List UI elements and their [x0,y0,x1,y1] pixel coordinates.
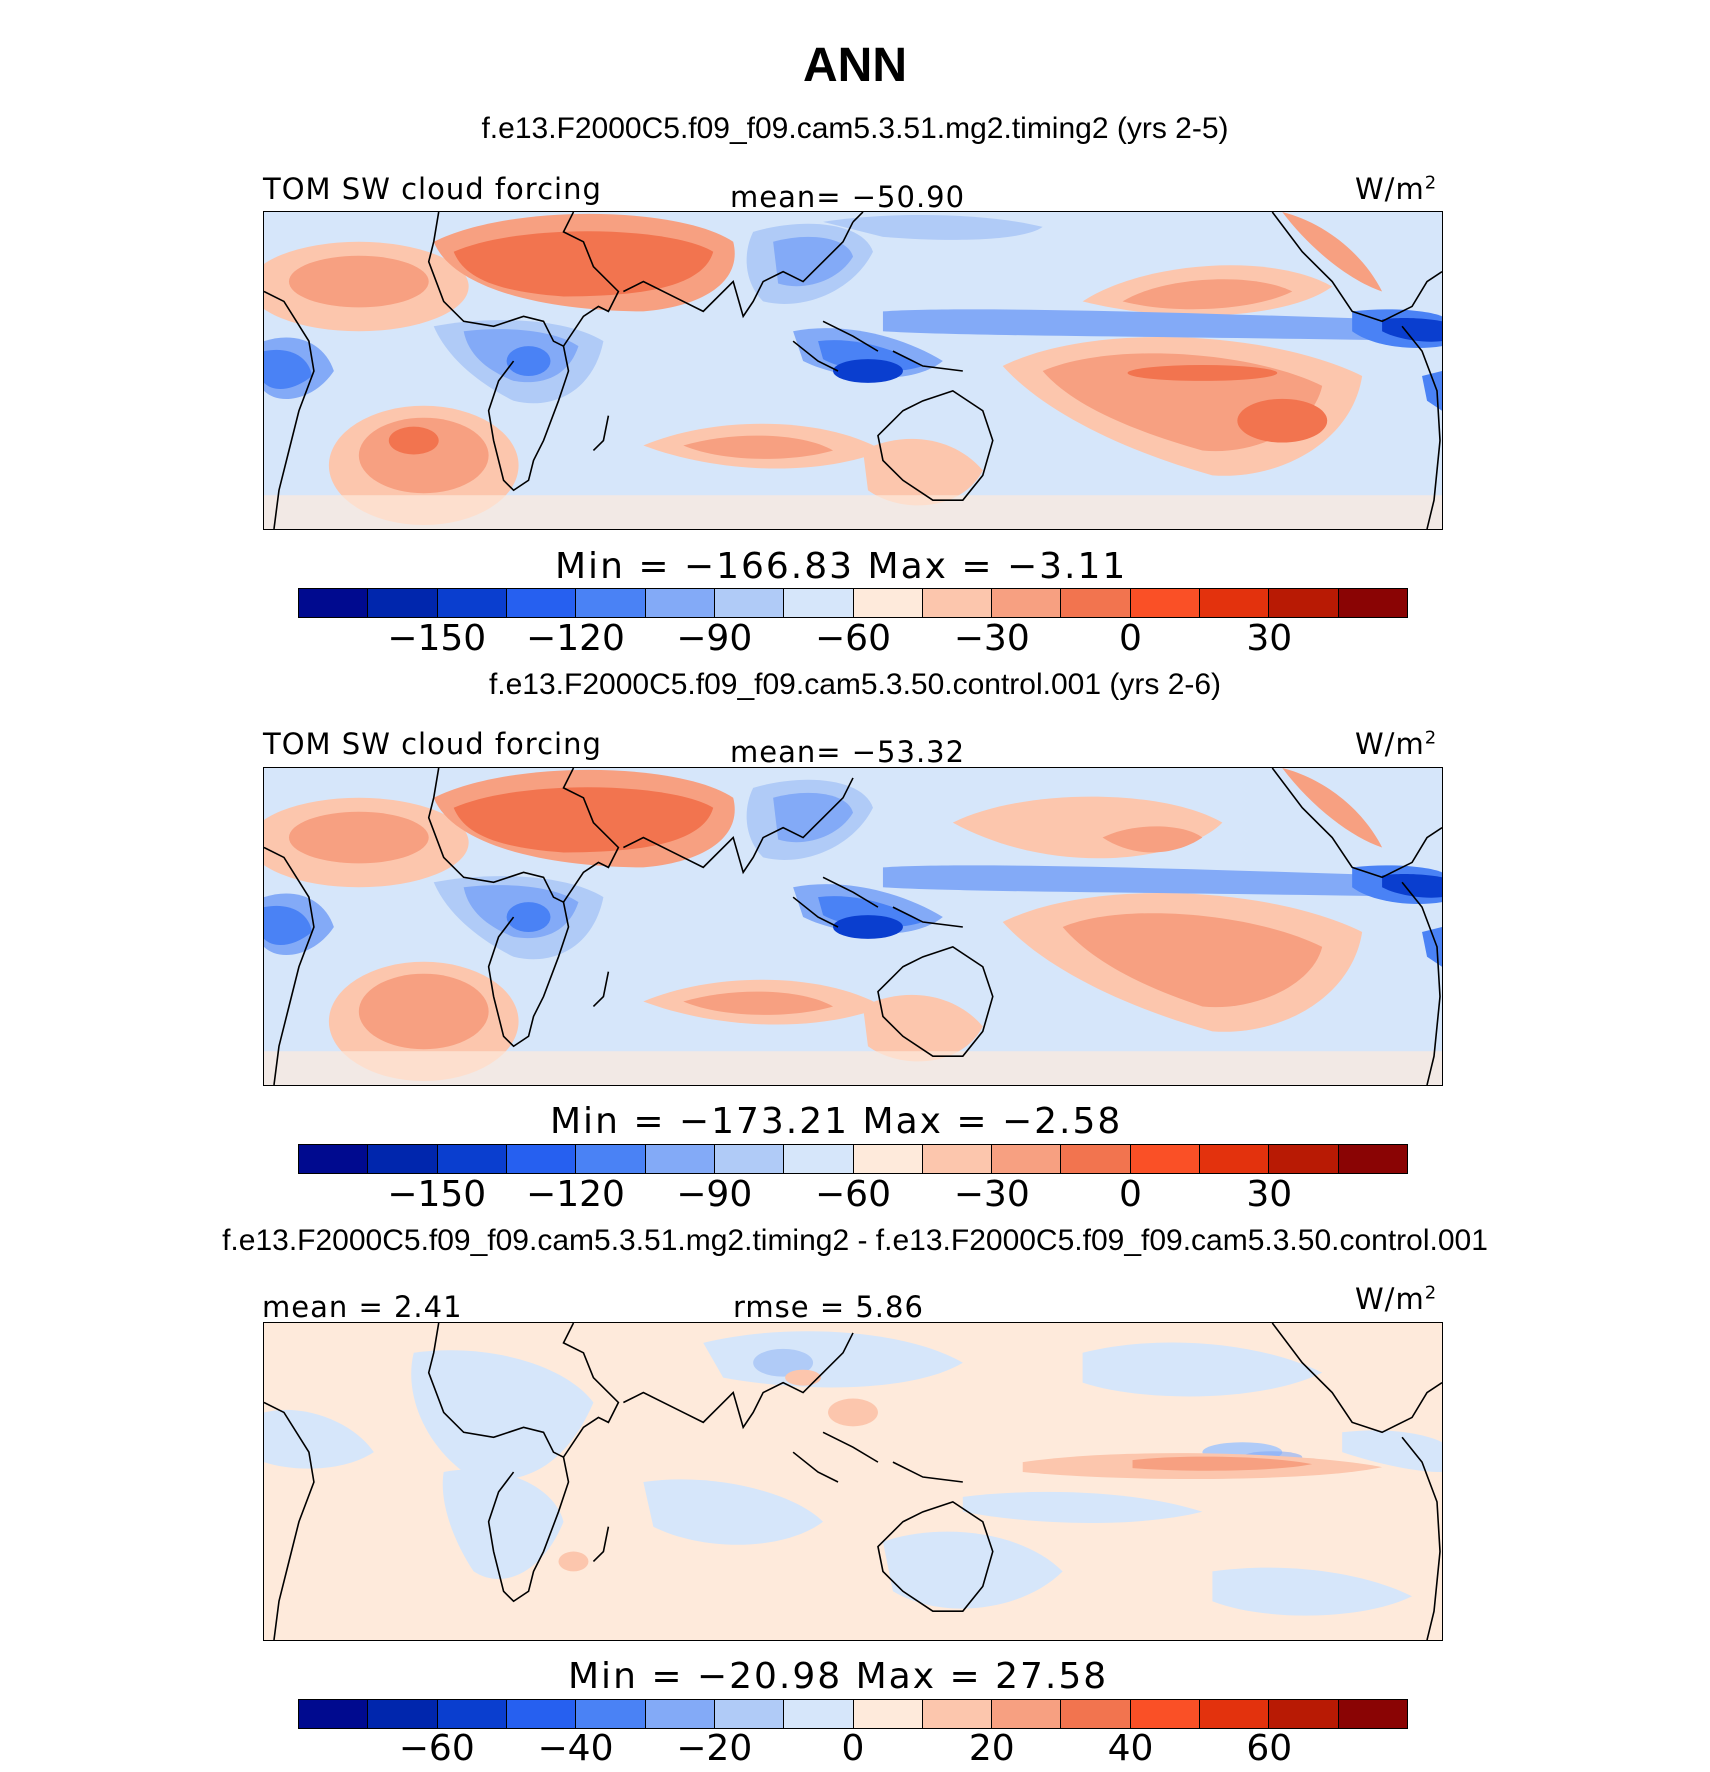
colorbar-swatch [576,1145,646,1173]
panel-2-variable: TOM SW cloud forcing [263,727,602,761]
colorbar-tick-label: 40 [1107,1728,1154,1769]
colorbar-swatch [1338,1700,1407,1728]
colorbar-tick-label: −120 [526,1174,625,1215]
colorbar-swatch [1200,1145,1270,1173]
colorbar-swatch [1130,1700,1201,1728]
colorbar-tick-label: 20 [968,1728,1015,1769]
colorbar-tick-label: −30 [953,618,1030,659]
colorbar-tick-label: −120 [526,618,625,659]
panel-2-case-label: f.e13.F2000C5.f09_f09.cam5.3.50.control.… [488,668,1222,701]
colorbar-swatch [784,1145,854,1173]
panel-1-field [264,212,1442,529]
colorbar-tick-label: −20 [676,1728,753,1769]
colorbar-swatch [992,589,1062,617]
colorbar-swatch [992,1145,1062,1173]
colorbar-tick-label: −60 [815,1174,891,1215]
colorbar-swatch [1200,589,1270,617]
colorbar-swatch [1061,1700,1131,1728]
colorbar-swatch [437,1145,507,1173]
panel-1-mean: mean= −50.90 [730,180,966,214]
colorbar-swatch [1338,1145,1407,1173]
colorbar-swatch [368,589,438,617]
panel-1-case-label: f.e13.F2000C5.f09_f09.cam5.3.51.mg2.timi… [481,112,1229,145]
colorbar-swatch [922,1700,993,1728]
colorbar-tick-label: −40 [537,1728,614,1769]
colorbar-swatch [922,1145,993,1173]
panel-2-units: W/m2 [1355,727,1438,761]
colorbar-swatch [922,589,993,617]
colorbar-swatch [714,1145,785,1173]
colorbar-swatch [506,1145,577,1173]
colorbar-swatch [714,1700,785,1728]
colorbar-swatch [1269,1145,1339,1173]
panel-3-case-label: f.e13.F2000C5.f09_f09.cam5.3.51.mg2.timi… [222,1224,1488,1257]
colorbar-swatch [299,1700,369,1728]
panel-3-rmse: rmse = 5.86 [733,1290,924,1324]
colorbar-tick-label: −60 [398,1728,475,1769]
colorbar-swatch [368,1145,438,1173]
colorbar-tick-label: −150 [387,618,487,659]
panel-2-colorbar [298,1144,1408,1174]
colorbar-tick-label: 0 [1119,1174,1142,1215]
panel-2-mean: mean= −53.32 [730,735,966,769]
colorbar-swatch [299,589,369,617]
panel-1-minmax: Min = −166.83 Max = −3.11 [555,546,1128,587]
colorbar-swatch [576,1700,646,1728]
colorbar-swatch [1338,589,1407,617]
colorbar-tick-label: 60 [1246,1728,1293,1769]
colorbar-swatch [576,589,646,617]
panel-2-map [263,767,1443,1086]
colorbar-swatch [853,1700,923,1728]
panel-2-field [264,768,1442,1085]
panel-2-minmax: Min = −173.21 Max = −2.58 [550,1101,1123,1142]
colorbar-swatch [299,1145,369,1173]
colorbar-swatch [1269,1700,1339,1728]
panel-3-mean: mean = 2.41 [262,1290,463,1324]
panel-2-colorbar-ticks: −150 −120 −90 −60 −30 0 30 [298,1174,1408,1218]
colorbar-swatch [1061,589,1131,617]
colorbar-swatch [1130,1145,1201,1173]
colorbar-swatch [368,1700,438,1728]
colorbar-tick-label: 0 [841,1728,865,1769]
colorbar-swatch [714,589,785,617]
colorbar-swatch [1061,1145,1131,1173]
colorbar-swatch [1269,589,1339,617]
colorbar-tick-label: −150 [387,1174,487,1215]
colorbar-swatch [645,1145,715,1173]
colorbar-tick-label: 30 [1246,618,1293,659]
colorbar-swatch [437,589,507,617]
colorbar-swatch [853,589,923,617]
colorbar-swatch [853,1145,923,1173]
panel-3-map [263,1322,1443,1641]
colorbar-tick-label: −60 [815,618,891,659]
panel-1-units: W/m2 [1355,172,1438,206]
colorbar-swatch [645,1700,715,1728]
colorbar-tick-label: 0 [1119,618,1142,659]
panel-3-minmax: Min = −20.98 Max = 27.58 [568,1656,1109,1697]
panel-3-colorbar-ticks: −60 −40 −20 0 20 40 60 [298,1728,1408,1772]
colorbar-swatch [437,1700,507,1728]
colorbar-tick-label: 30 [1246,1174,1293,1215]
colorbar-swatch [506,1700,577,1728]
colorbar-tick-label: −90 [676,618,753,659]
panel-3-units: W/m2 [1355,1282,1438,1316]
colorbar-swatch [1200,1700,1270,1728]
panel-3-colorbar [298,1699,1408,1729]
panel-3-field [264,1323,1442,1640]
panel-1-map [263,211,1443,530]
colorbar-swatch [1130,589,1201,617]
colorbar-tick-label: −90 [676,1174,753,1215]
panel-1-variable: TOM SW cloud forcing [263,172,602,206]
colorbar-tick-label: −30 [953,1174,1030,1215]
panel-1-colorbar [298,588,1408,618]
panel-1-colorbar-ticks: −150 −120 −90 −60 −30 0 30 [298,618,1408,662]
colorbar-swatch [645,589,715,617]
colorbar-swatch [992,1700,1062,1728]
colorbar-swatch [784,589,854,617]
colorbar-swatch [506,589,577,617]
figure-title: ANN [803,39,907,92]
colorbar-swatch [784,1700,854,1728]
